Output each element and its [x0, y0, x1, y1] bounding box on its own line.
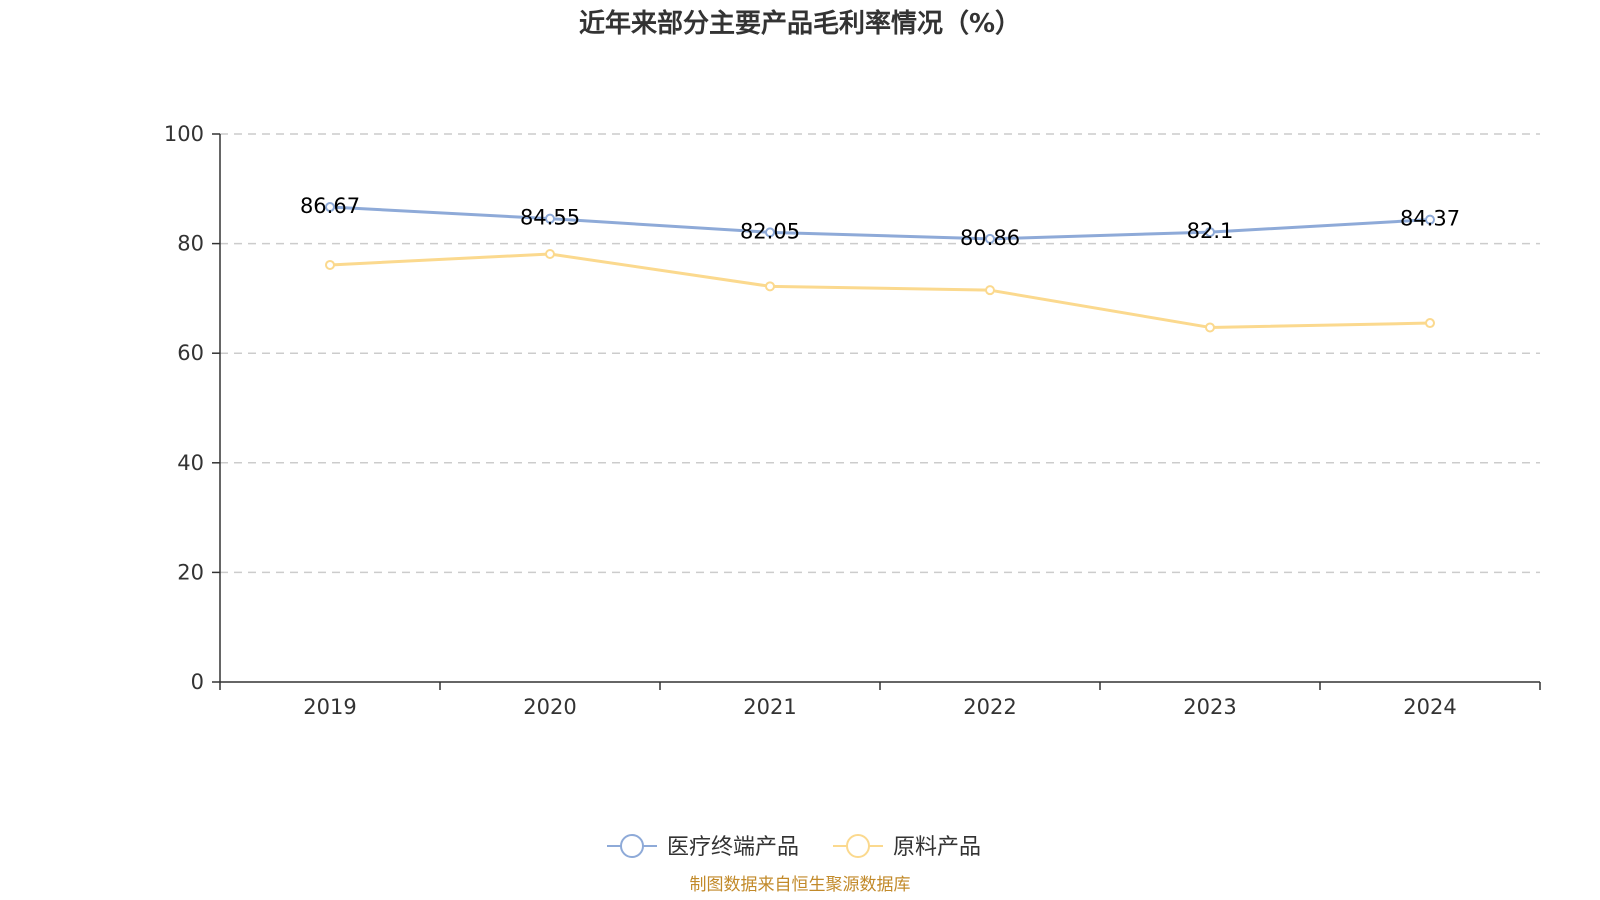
data-point[interactable] [1425, 318, 1435, 329]
data-point[interactable] [765, 281, 775, 292]
legend-marker-icon [620, 834, 644, 858]
legend-item-2[interactable]: 原料产品 [833, 834, 981, 860]
x-tick-label: 2024 [1403, 695, 1456, 719]
y-tick-label: 20 [177, 560, 204, 584]
legend[interactable]: 医疗终端产品 原料产品 [607, 834, 981, 860]
series [325, 202, 1435, 333]
data-label: 84.55 [520, 206, 580, 230]
data-point[interactable] [1205, 322, 1215, 333]
chart-title: 近年来部分主要产品毛利率情况（%） [579, 8, 1021, 39]
data-point[interactable] [545, 249, 555, 260]
data-labels: 86.67 84.55 82.05 80.86 82.1 84.37 [300, 194, 1460, 250]
x-tick-label: 2023 [1183, 695, 1236, 719]
data-point[interactable] [325, 259, 335, 270]
data-point[interactable] [765, 227, 775, 238]
data-point[interactable] [1205, 227, 1215, 238]
data-point[interactable] [325, 202, 335, 213]
data-point[interactable] [1425, 214, 1435, 225]
y-tick-label: 0 [191, 670, 204, 694]
legend-item-1[interactable]: 医疗终端产品 [607, 834, 799, 860]
y-tick-label: 80 [177, 232, 204, 256]
x-tick-label: 2022 [963, 695, 1016, 719]
data-label: 82.1 [1187, 219, 1234, 243]
legend-label: 医疗终端产品 [667, 835, 799, 860]
legend-label: 原料产品 [893, 835, 981, 860]
series-line-1 [328, 205, 1432, 241]
data-label: 86.67 [300, 194, 360, 218]
y-tick-label: 100 [164, 122, 204, 146]
y-tick-label: 60 [177, 341, 204, 365]
y-tick-label: 40 [177, 451, 204, 475]
data-point[interactable] [985, 233, 995, 244]
data-label: 84.37 [1400, 207, 1460, 231]
source-note: 制图数据来自恒生聚源数据库 [690, 875, 911, 895]
x-tick-label: 2020 [523, 695, 576, 719]
series-line-2 [328, 252, 1432, 329]
x-tick-label: 2021 [743, 695, 796, 719]
data-label: 82.05 [740, 219, 800, 243]
grid-lines [220, 133, 1540, 574]
data-point[interactable] [985, 285, 995, 296]
data-point[interactable] [545, 213, 555, 224]
data-label: 80.86 [960, 226, 1020, 250]
axes: 0 20 40 60 80 100 2019 2020 2021 2022 2023 2024 [164, 122, 1541, 719]
legend-marker-icon [846, 834, 870, 858]
x-tick-label: 2019 [303, 695, 356, 719]
